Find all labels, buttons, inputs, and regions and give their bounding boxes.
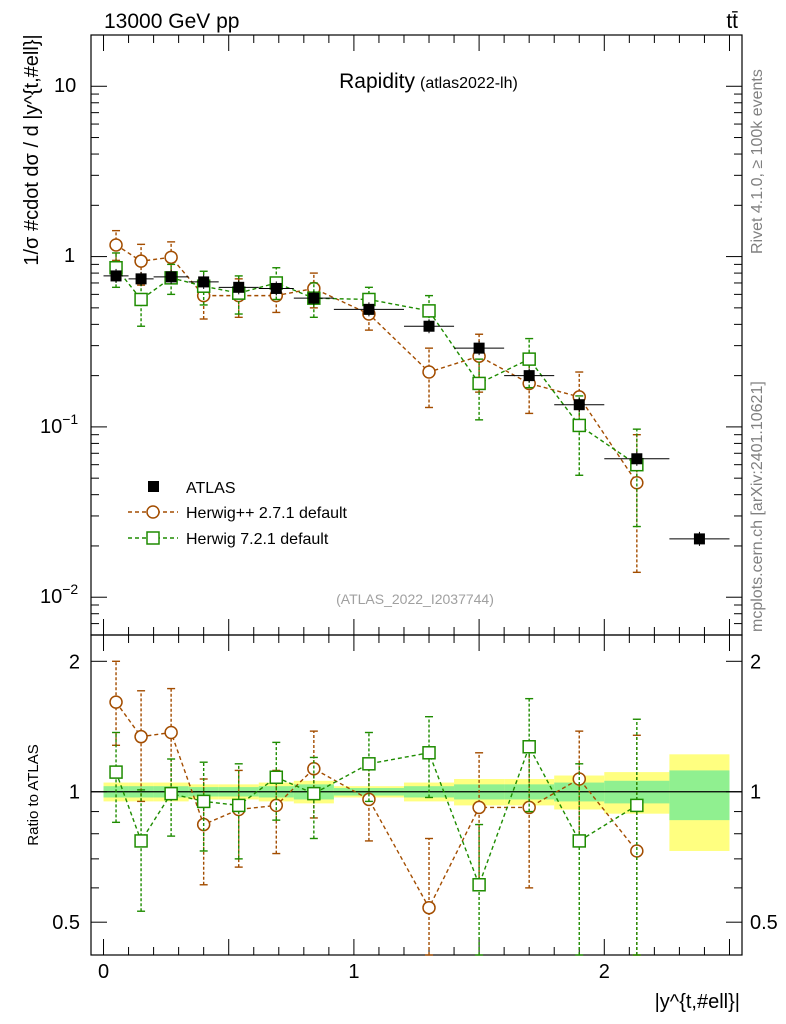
legend: ATLAS Herwig++ 2.7.1 default Herwig 7.2.… (128, 480, 348, 548)
atlas-point (165, 271, 177, 283)
atlas-point (423, 320, 435, 332)
ratio-herwigpp-point (164, 725, 178, 740)
header-process-label: tt̄ (726, 10, 738, 33)
ratio-axis-ticks: 0.5 0.5 1 1 2 2 0 1 2 (52, 635, 778, 983)
herwigpp-line (115, 244, 638, 484)
analysis-watermark: (ATLAS_2022_I2037744) (336, 591, 494, 607)
ratio-panel: 0.5 0.5 1 1 2 2 0 1 2 Ratio to ATLAS |y^{t,#ell}… (25, 634, 778, 1013)
ratio-herwig7-point (269, 770, 284, 785)
legend-label-herwig7: Herwig 7.2.1 default (186, 531, 329, 548)
main-axis-ticks (91, 34, 742, 636)
ratio-y-axis-label: Ratio to ATLAS (25, 744, 42, 845)
ratio-herwig7-point (196, 794, 211, 809)
ratio-herwigpp-point (422, 900, 436, 915)
y-tick-label-10m2-exp: −2 (62, 581, 78, 597)
herwigpp-point (164, 250, 178, 265)
ratio-herwig7-line (115, 745, 638, 887)
ratio-herwigpp-point (630, 844, 644, 858)
atlas-point (110, 270, 122, 282)
main-panel: Rapidity (atlas2022-lh) (ATLAS_2022_I203… (21, 34, 743, 636)
ratio-y-tick-label-right: 0.5 (750, 912, 778, 934)
header-energy-label: 13000 GeV pp (104, 10, 239, 33)
ratio-herwigpp-point (109, 695, 123, 709)
ratio-herwig7-point (134, 834, 148, 848)
herwig7-point (472, 376, 486, 391)
atlas-point (135, 273, 147, 285)
ratio-y-tick-label-left: 1 (69, 782, 80, 804)
chart-title: Rapidity (339, 70, 415, 93)
ratio-herwig7-point (307, 786, 321, 801)
ratio-herwig7-point (362, 757, 376, 771)
legend-marker-herwigpp (146, 505, 160, 519)
y-tick-label-10m2: 10−2 (40, 581, 78, 608)
y-tick-label-10m1-exp: −1 (62, 411, 78, 427)
atlas-point (198, 276, 210, 288)
ratio-series (109, 660, 644, 956)
atlas-point (693, 533, 705, 545)
herwig7-point (134, 292, 148, 307)
main-y-axis-label: 1/σ #cdot dσ / d |y^{t,#ell}| (21, 34, 43, 265)
main-y-tick-labels: 10 1 10−1 10−2 (40, 75, 78, 608)
atlas-point (363, 303, 375, 315)
y-tick-label-10: 10 (54, 75, 76, 97)
y-tick-label-10m1-base: 10 (40, 416, 62, 438)
ratio-herwig7-point (422, 746, 436, 760)
herwig7-point (522, 352, 536, 366)
atlas-point (473, 342, 485, 354)
x-tick-label: 2 (599, 961, 610, 983)
ratio-y-tick-label-left: 2 (69, 651, 80, 673)
herwigpp-point (422, 365, 436, 379)
ratio-herwig7-point (630, 798, 644, 813)
x-axis-label: |y^{t,#ell}| (655, 991, 740, 1013)
herwig7-point (422, 304, 436, 318)
legend-marker-atlas (148, 481, 159, 492)
ratio-herwig7-point (109, 765, 123, 779)
ratio-band-green (669, 770, 730, 821)
ratio-y-tick-label-right: 1 (750, 782, 761, 804)
atlas-point (573, 399, 585, 411)
ratio-herwig7-point (231, 798, 246, 813)
atlas-point (270, 282, 282, 294)
herwig7-line (115, 267, 638, 466)
herwig7-point (572, 418, 586, 433)
ratio-frame (90, 634, 743, 956)
atlas-point (308, 292, 320, 304)
atlas-point (233, 281, 245, 293)
x-tick-label: 0 (98, 961, 109, 983)
x-tick-label: 1 (348, 961, 359, 983)
herwigpp-point (109, 238, 123, 252)
ratio-herwig7-point (522, 740, 536, 754)
ratio-herwigpp-point (472, 800, 486, 815)
legend-label-atlas: ATLAS (186, 480, 236, 497)
chart-subtitle: (atlas2022-lh) (420, 75, 518, 92)
mcplots-credit-label: mcplots.cern.ch [arXiv:2401.10621] (749, 381, 766, 632)
rivet-version-label: Rivet 4.1.0, ≥ 100k events (749, 69, 766, 254)
ratio-herwig7-point (572, 834, 586, 848)
y-tick-label-10m2-base: 10 (40, 586, 62, 608)
ratio-y-tick-label-right: 2 (750, 651, 761, 673)
ratio-herwigpp-point (134, 729, 148, 744)
ratio-herwig7-point (164, 786, 178, 801)
atlas-point (631, 453, 643, 465)
y-tick-label-10m1: 10−1 (40, 411, 78, 438)
atlas-point (523, 370, 535, 382)
y-tick-label-1: 1 (64, 245, 75, 267)
ratio-herwig7-point (472, 878, 486, 892)
legend-marker-herwig7 (146, 531, 160, 545)
ratio-uncertainty-bands (91, 754, 742, 851)
legend-label-herwigpp: Herwig++ 2.7.1 default (186, 505, 348, 522)
main-series (103, 229, 730, 574)
ratio-y-tick-label-left: 0.5 (52, 912, 80, 934)
herwigpp-point (134, 254, 148, 268)
